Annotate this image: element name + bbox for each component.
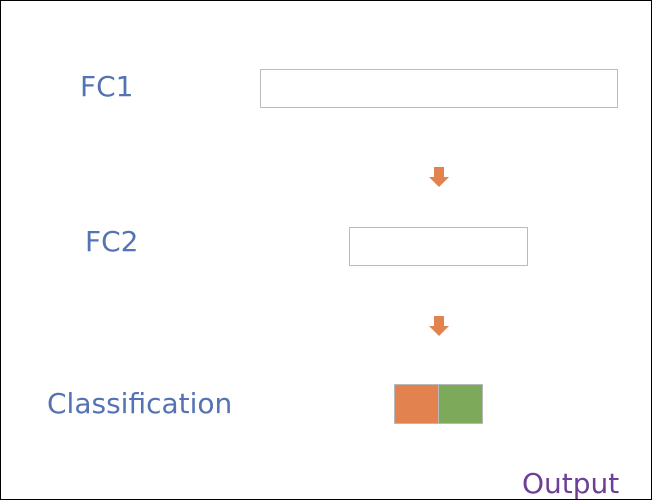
down-arrow-shape: [429, 167, 449, 187]
output-label: Output: [522, 467, 620, 500]
fc1-label: FC1: [80, 70, 134, 103]
down-arrow-shape: [429, 316, 449, 336]
down-arrow-icon: [429, 316, 449, 336]
classification-label: Classification: [47, 387, 233, 420]
fc2-label: FC2: [85, 225, 139, 258]
fc2-layer-box: [349, 227, 528, 266]
classification-cell-class-1: [438, 384, 483, 424]
down-arrow-icon: [429, 167, 449, 187]
fc1-layer-box: [260, 69, 618, 108]
classification-cell-class-0: [394, 384, 439, 424]
